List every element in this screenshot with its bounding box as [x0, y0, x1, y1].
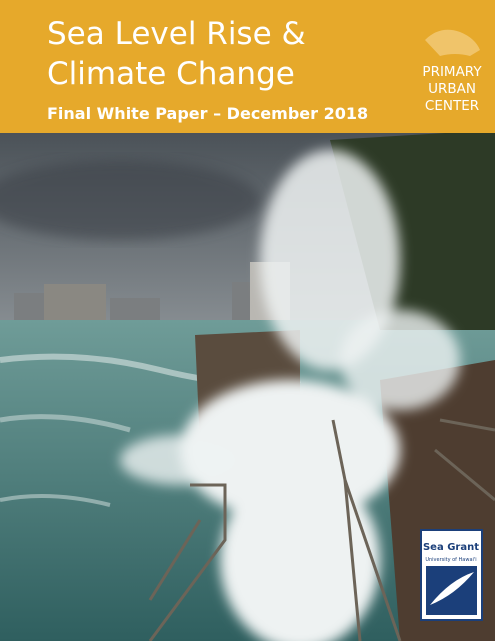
header-band — [0, 0, 495, 133]
sea-grant-logo: Sea Grant University of Hawai'i — [420, 529, 483, 621]
sea-grant-name: Sea Grant — [423, 542, 479, 553]
title: Climate Change — [47, 56, 295, 92]
sea-grant-university: University of Hawai'i — [425, 557, 476, 563]
photo — [0, 130, 495, 641]
logo-text: PRIMARY — [422, 64, 482, 80]
title: Sea Level Rise & — [47, 16, 306, 52]
logo-text: CENTER — [425, 98, 479, 114]
logo-icon — [425, 29, 480, 56]
logo-text: URBAN — [428, 81, 476, 97]
subtitle: Final White Paper – December 2018 — [47, 104, 368, 123]
